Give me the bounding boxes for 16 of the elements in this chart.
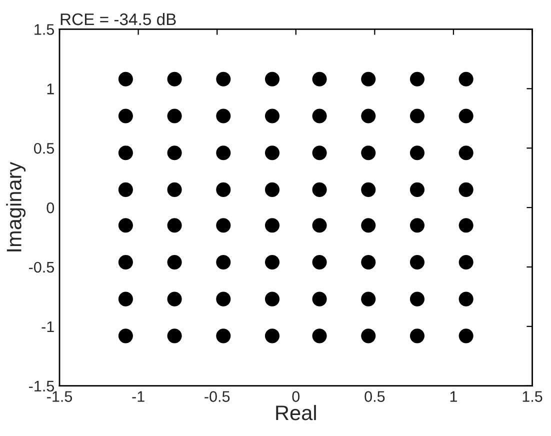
x-tick-label: 0.5	[364, 391, 385, 402]
y-tick-label: 1	[47, 84, 54, 94]
y-tick-label: 0	[46, 202, 54, 214]
y-tick-label: -0.5	[29, 262, 54, 273]
x-tick-label: 0	[292, 391, 300, 402]
y-tick-label: -1.5	[29, 380, 54, 392]
x-tick-label: 1	[450, 391, 457, 402]
x-tick-label: 1.5	[522, 391, 542, 402]
y-tick-label: 1.5	[34, 24, 54, 35]
y-tick-label: -1	[42, 321, 54, 332]
y-tick-label: 0.5	[34, 142, 54, 154]
x-tick-label: -0.5	[204, 391, 230, 402]
x-axis-title: Real	[276, 404, 316, 420]
x-tick-label: -1	[132, 391, 144, 402]
y-axis-title: Imaginary	[6, 162, 26, 252]
chart-title: RCE = -34.5 dB	[60, 12, 176, 26]
